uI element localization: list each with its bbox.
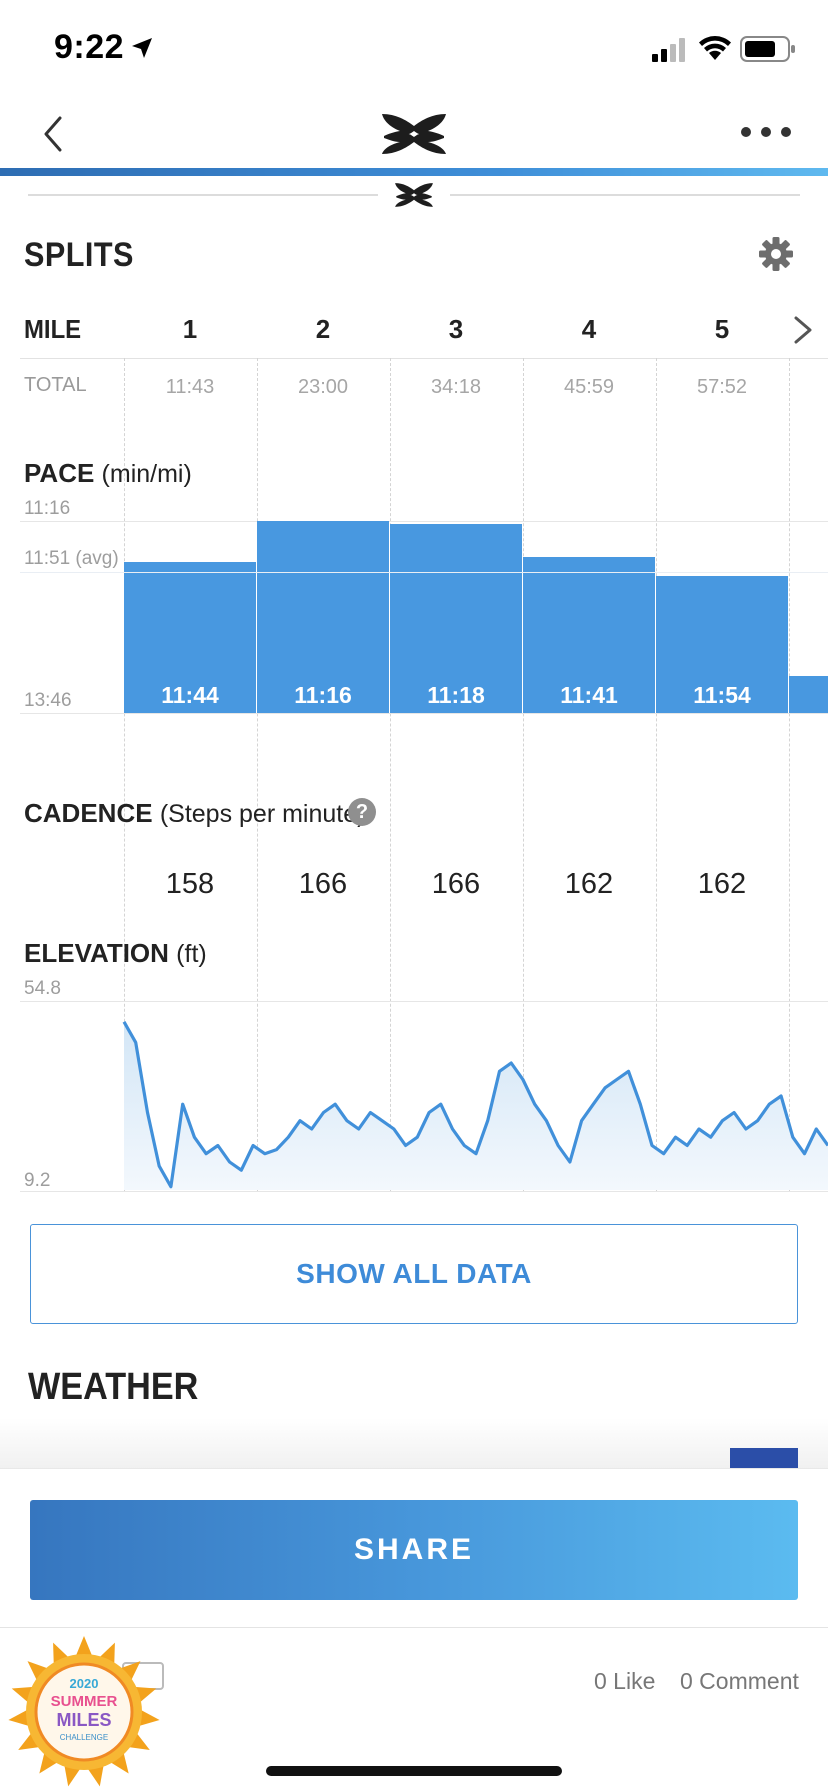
cadence-title: CADENCE (Steps per minute) <box>24 798 365 829</box>
cadence-unit: (Steps per minute) <box>159 800 366 828</box>
total-time: 57:52 <box>696 376 748 398</box>
mile-number: 3 <box>448 314 464 344</box>
total-label: TOTAL <box>24 374 87 396</box>
elevation-grid-line <box>20 1001 828 1002</box>
elevation-chart <box>122 1021 828 1190</box>
bottom-divider <box>0 1627 828 1628</box>
show-all-data-button[interactable]: SHOW ALL DATA <box>30 1224 798 1324</box>
cellular-signal-icon <box>652 38 685 62</box>
pace-title-label: PACE <box>24 458 95 488</box>
column-divider <box>390 358 391 1192</box>
elevation-axis-bottom: 9.2 <box>24 1170 51 1191</box>
pace-bar <box>523 557 655 713</box>
total-time: 34:18 <box>430 376 482 398</box>
mile-number: 1 <box>182 314 198 344</box>
mile-number: 5 <box>714 314 730 344</box>
pace-bar <box>656 576 788 713</box>
elevation-axis-top: 54.8 <box>24 978 61 999</box>
total-time: 45:59 <box>563 376 615 398</box>
comment-count[interactable]: 0 Comment <box>680 1668 799 1694</box>
pace-grid-line <box>20 713 828 714</box>
location-arrow-icon <box>132 38 152 58</box>
battery-icon <box>740 36 795 62</box>
pace-value: 11:54 <box>693 682 751 708</box>
nav-bar <box>0 96 828 172</box>
pace-value: 11:18 <box>427 682 485 708</box>
divider-line <box>28 194 378 196</box>
home-indicator <box>266 1766 562 1776</box>
back-icon[interactable] <box>34 112 74 156</box>
pace-value: 11:16 <box>294 682 352 708</box>
under-armour-logo <box>395 183 433 207</box>
pace-axis-avg: 11:51 (avg) <box>24 548 119 569</box>
total-time: 11:43 <box>165 376 215 398</box>
svg-text:MILES: MILES <box>56 1710 111 1730</box>
weather-image <box>730 1448 798 1470</box>
chevron-right-icon[interactable] <box>788 312 818 348</box>
column-divider <box>789 358 790 1192</box>
under-armour-logo <box>382 114 446 154</box>
pace-grid-line <box>20 521 828 522</box>
more-options-icon[interactable] <box>740 118 792 146</box>
wifi-icon <box>699 36 731 60</box>
weather-fade <box>0 1418 828 1470</box>
mile-number: 2 <box>315 314 331 344</box>
pace-axis-bottom: 13:46 <box>24 690 72 711</box>
pace-bar <box>257 521 389 713</box>
svg-text:SUMMER: SUMMER <box>51 1693 118 1710</box>
help-icon[interactable]: ? <box>348 798 376 826</box>
column-divider <box>124 358 125 1192</box>
header-accent-bar <box>0 168 828 176</box>
weather-title: WEATHER <box>28 1366 199 1408</box>
column-divider <box>523 358 524 1192</box>
row-divider <box>20 358 828 359</box>
cadence-value: 166 <box>431 868 481 900</box>
pace-bar <box>124 562 256 713</box>
cadence-title-label: CADENCE <box>24 798 153 828</box>
elevation-title: ELEVATION (ft) <box>24 938 207 969</box>
elevation-title-label: ELEVATION <box>24 938 169 968</box>
elevation-area <box>124 1021 828 1190</box>
total-time: 23:00 <box>297 376 349 398</box>
svg-text:CHALLENGE: CHALLENGE <box>60 1733 108 1742</box>
pace-value: 11:41 <box>560 682 618 708</box>
cadence-value: 162 <box>564 868 614 900</box>
elevation-line <box>122 1021 828 1189</box>
summer-miles-badge[interactable]: 2020 SUMMER MILES CHALLENGE <box>4 1632 164 1792</box>
cadence-value: 166 <box>298 868 348 900</box>
pace-unit: (min/mi) <box>101 460 192 488</box>
svg-text:2020: 2020 <box>70 1676 99 1691</box>
share-button[interactable]: SHARE <box>30 1500 798 1600</box>
cadence-value: 162 <box>697 868 747 900</box>
mile-label: MILE <box>24 314 82 344</box>
pace-bar <box>390 524 522 713</box>
mile-number: 4 <box>581 314 597 344</box>
status-bar: 9:22 <box>0 0 828 96</box>
column-divider <box>257 358 258 1192</box>
pace-axis-top: 11:16 <box>24 498 71 519</box>
like-count[interactable]: 0 Like <box>594 1668 656 1694</box>
column-divider <box>656 358 657 1192</box>
gear-icon[interactable] <box>758 236 794 272</box>
pace-title: PACE (min/mi) <box>24 458 192 489</box>
status-time: 9:22 <box>54 28 125 66</box>
pace-avg-line <box>20 572 828 573</box>
elevation-grid-line <box>20 1191 828 1192</box>
elevation-unit: (ft) <box>176 940 207 968</box>
cadence-value: 158 <box>165 868 215 900</box>
pace-bar-partial <box>789 676 828 713</box>
divider-line <box>450 194 800 196</box>
splits-title: SPLITS <box>24 236 134 274</box>
pace-value: 11:44 <box>161 682 219 708</box>
